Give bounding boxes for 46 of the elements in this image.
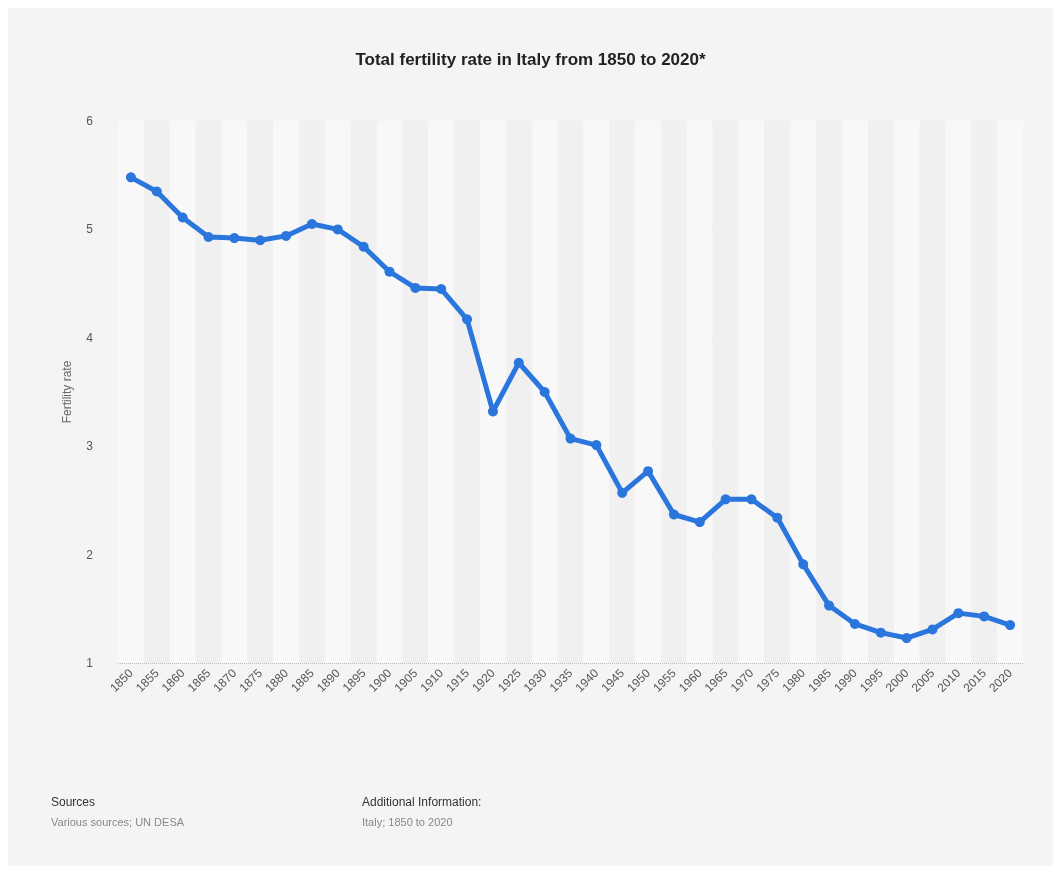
point bbox=[953, 608, 964, 619]
point bbox=[617, 487, 628, 498]
point bbox=[410, 282, 421, 293]
point bbox=[539, 387, 550, 397]
point bbox=[462, 314, 473, 325]
point bbox=[901, 633, 912, 644]
point bbox=[306, 218, 317, 229]
point bbox=[772, 512, 783, 523]
point bbox=[591, 440, 602, 451]
chart-title: Total fertility rate in Italy from 1850 to 2020* bbox=[355, 50, 706, 69]
point bbox=[384, 266, 395, 277]
text: Additional Information: bbox=[362, 795, 482, 809]
point bbox=[694, 517, 705, 528]
y-tick-label: 4 bbox=[86, 330, 94, 345]
text: Sources bbox=[51, 795, 96, 809]
point bbox=[436, 284, 447, 295]
point bbox=[824, 600, 835, 611]
text: Various sources; UN DESA bbox=[51, 815, 185, 828]
point bbox=[1005, 620, 1016, 631]
point bbox=[798, 559, 809, 570]
text: Italy; 1850 to 2020 bbox=[362, 815, 453, 828]
point bbox=[565, 433, 576, 444]
point bbox=[875, 627, 886, 638]
point bbox=[332, 224, 343, 235]
y-axis-title: Fertility rate bbox=[60, 360, 74, 424]
point bbox=[979, 611, 990, 622]
point bbox=[151, 186, 162, 197]
point bbox=[643, 466, 654, 477]
point bbox=[927, 624, 938, 635]
y-tick-label: 5 bbox=[86, 222, 94, 237]
point bbox=[746, 494, 757, 505]
point bbox=[125, 172, 136, 183]
point bbox=[358, 241, 369, 252]
point bbox=[229, 233, 240, 244]
point bbox=[255, 235, 266, 246]
y-tick-label: 1 bbox=[86, 656, 94, 670]
y-tick-label: 3 bbox=[86, 439, 94, 454]
point bbox=[513, 357, 524, 368]
point bbox=[720, 494, 731, 505]
point bbox=[177, 212, 188, 223]
point bbox=[281, 230, 292, 241]
point bbox=[203, 231, 214, 242]
point bbox=[849, 618, 860, 629]
y-tick-label: 2 bbox=[86, 547, 94, 562]
point bbox=[668, 509, 679, 520]
y-tick-label: 6 bbox=[86, 114, 94, 128]
